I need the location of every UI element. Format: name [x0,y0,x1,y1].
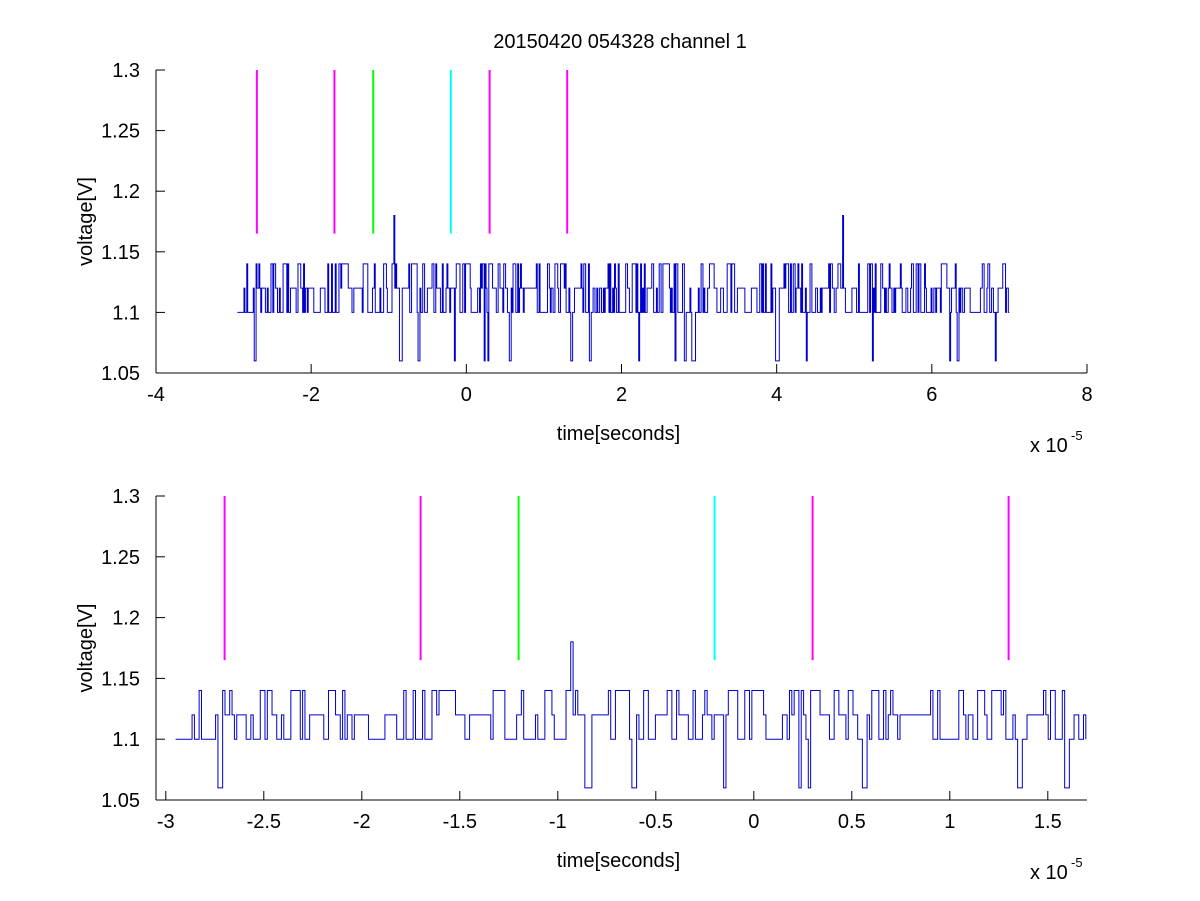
y-tick-label: 1.2 [112,181,140,203]
bottom-axes: -3 -2.5 -2 -1.5 -1 -0.5 0 0.5 1 1.5 1.05 1.1 1.15 1.2… [75,486,1087,884]
y-tick-label: 1.1 [112,302,140,324]
y-axis-label: voltage[V] [75,604,97,693]
signal-trace [237,214,1010,362]
x-axis-label: time[seconds] [557,423,680,445]
figure-title: 20150420 054328 channel 1 [493,31,747,53]
x-tick-label: -3 [157,811,175,833]
x-tick-label: 6 [926,384,937,406]
x-tick-label: -2 [302,384,320,406]
x-tick-label: -0.5 [639,811,673,833]
x-exponent-power: -5 [1071,855,1083,870]
y-tick-label: 1.3 [112,486,140,508]
x-tick-label: 4 [771,384,782,406]
x-tick-label: -4 [147,384,165,406]
y-tick-label: 1.15 [101,242,140,264]
x-exponent-label: x 10 [1030,862,1068,884]
y-tick-label: 1.1 [112,729,140,751]
top-axes: -4 -2 0 2 4 6 8 1.05 1.1 1.15 1.2 1.25 1.3 time[secon… [75,60,1093,457]
y-tick-label: 1.25 [101,547,140,569]
x-tick-label: -1.5 [443,811,477,833]
x-exponent-power: -5 [1071,428,1083,443]
x-exponent-label: x 10 [1030,435,1068,457]
x-tick-label: 0 [748,811,759,833]
y-tick-label: 1.25 [101,121,140,143]
x-tick-label: 2 [616,384,627,406]
y-tick-label: 1.2 [112,608,140,630]
signal-trace [175,641,1087,789]
x-tick-label: 8 [1081,384,1092,406]
x-tick-label: 0.5 [838,811,866,833]
y-axis-label: voltage[V] [75,177,97,266]
y-tick-label: 1.05 [101,363,140,385]
x-tick-label: -1 [549,811,567,833]
x-tick-label: 0 [461,384,472,406]
y-tick-label: 1.3 [112,60,140,82]
x-tick-label: -2.5 [247,811,281,833]
x-axis-label: time[seconds] [557,850,680,872]
x-tick-label: 1.5 [1034,811,1062,833]
x-tick-label: 1 [944,811,955,833]
y-tick-label: 1.15 [101,668,140,690]
x-tick-label: -2 [353,811,371,833]
y-tick-label: 1.05 [101,790,140,812]
